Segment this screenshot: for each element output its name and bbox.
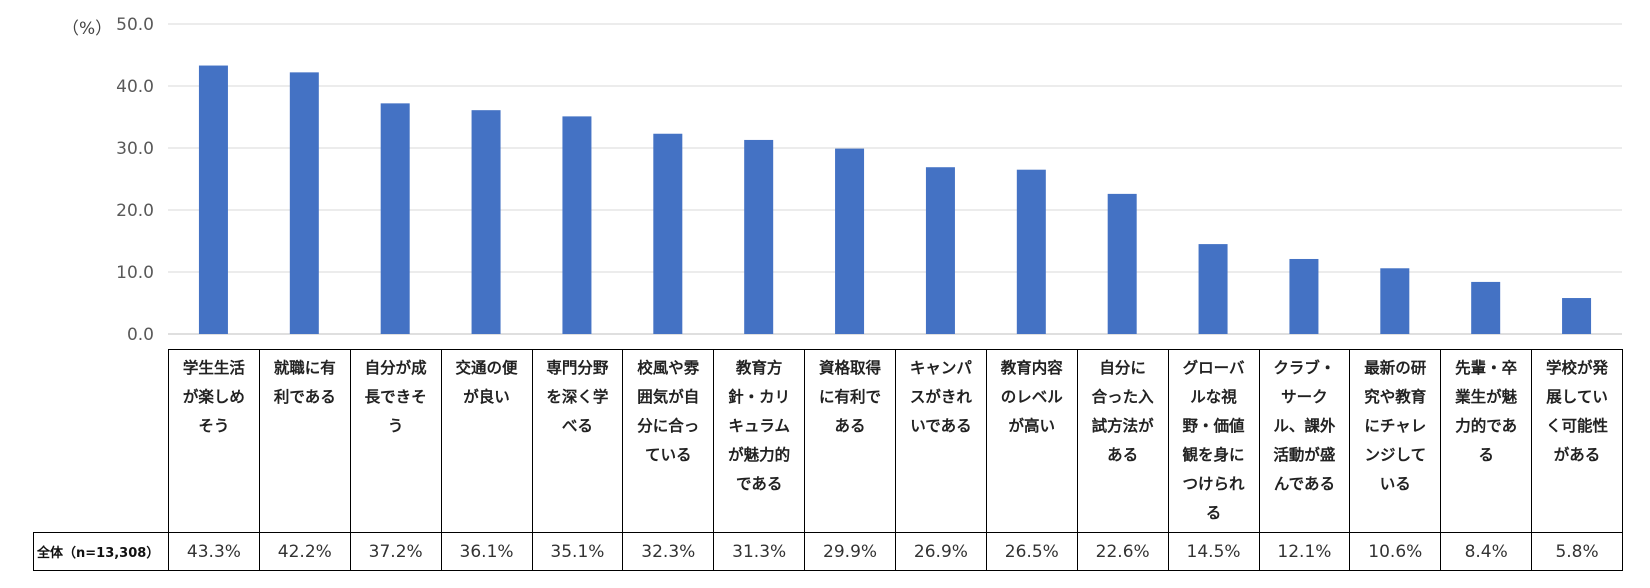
category-label: 教育方 針・カリ キュラム が魅力的 である [713,349,806,533]
category-label: グローバ ルな視 野・価値 観を身に つけられる [1167,349,1260,533]
data-value-label: 32.3% [622,532,715,571]
data-value-label: 26.5% [985,532,1078,571]
category-label: 学校が発 展してい く可能性 がある [1531,349,1623,533]
category-label: 自分に 合った入 試方法が ある [1076,349,1169,533]
category-label: クラブ・ サーク ル、課外 活動が盛 んである [1258,349,1351,533]
y-axis-unit-label: （%） [62,19,113,39]
category-label: 先輩・卒 業生が魅 力的である [1440,349,1533,533]
bar [1562,298,1592,334]
table-corner [33,349,169,533]
bar [925,167,955,334]
data-table: 学生生活 が楽しめ そう 就職に有 利である 自分が成 長できそう交通の便 が良い 専門分野 を深… [33,349,1623,571]
bar [1380,268,1410,334]
bar [198,65,228,334]
y-tick-label: 0.0 [127,325,154,345]
category-label: キャンパ スがきれ いである [895,349,987,533]
category-row: 学生生活 が楽しめ そう 就職に有 利である 自分が成 長できそう交通の便 が良い 専門分野 を深… [33,349,1623,533]
bar [562,116,592,334]
data-value-label: 12.1% [1258,532,1351,571]
category-label: 専門分野 を深く学 べる [531,349,624,533]
bar [1198,244,1228,334]
data-value-label: 36.1% [440,532,533,571]
y-tick-label: 30.0 [116,139,154,159]
category-label: 資格取得 に有利で ある [804,349,896,533]
y-tick-label: 20.0 [116,201,154,221]
category-label: 就職に有 利である [258,349,351,533]
data-value-label: 42.2% [258,532,351,571]
category-label: 自分が成 長できそう [349,349,442,533]
bar [289,72,319,335]
bar [1289,258,1319,334]
bar-chart: 0.0 10.0 20.0 30.0 40.0 50.0 [116,15,1622,345]
category-label: 交通の便 が良い [440,349,533,533]
data-value-label: 5.8% [1531,532,1623,571]
data-value-label: 10.6% [1349,532,1442,571]
data-value-label: 26.9% [895,532,987,571]
category-label: 教育内容 のレベル が高い [985,349,1078,533]
series-name: 全体（n=13,308） [33,532,169,571]
category-label: 最新の研 究や教育 にチャレ ンジして いる [1349,349,1442,533]
bar [653,133,683,334]
bar [471,110,501,335]
y-tick-label: 50.0 [116,15,154,35]
data-value-label: 31.3% [713,532,806,571]
bar [380,103,410,334]
category-label: 校風や雰 囲気が自 分に合っ ている [622,349,715,533]
y-tick-label: 10.0 [116,263,154,283]
bar [1471,281,1501,334]
bar [835,148,865,334]
data-value-label: 14.5% [1167,532,1260,571]
data-value-label: 35.1% [531,532,624,571]
data-value-label: 8.4% [1440,532,1533,571]
data-value-label: 43.3% [168,532,260,571]
data-value-label: 22.6% [1076,532,1169,571]
category-label: 学生生活 が楽しめ そう [168,349,260,533]
bar [1107,193,1137,334]
bar [744,139,774,334]
y-tick-label: 40.0 [116,77,154,97]
value-row: 全体（n=13,308） 43.3% 42.2% 37.2% 36.1% 35.1% 32… [33,532,1623,571]
data-value-label: 37.2% [349,532,442,571]
bar [1016,169,1046,334]
data-value-label: 29.9% [804,532,896,571]
